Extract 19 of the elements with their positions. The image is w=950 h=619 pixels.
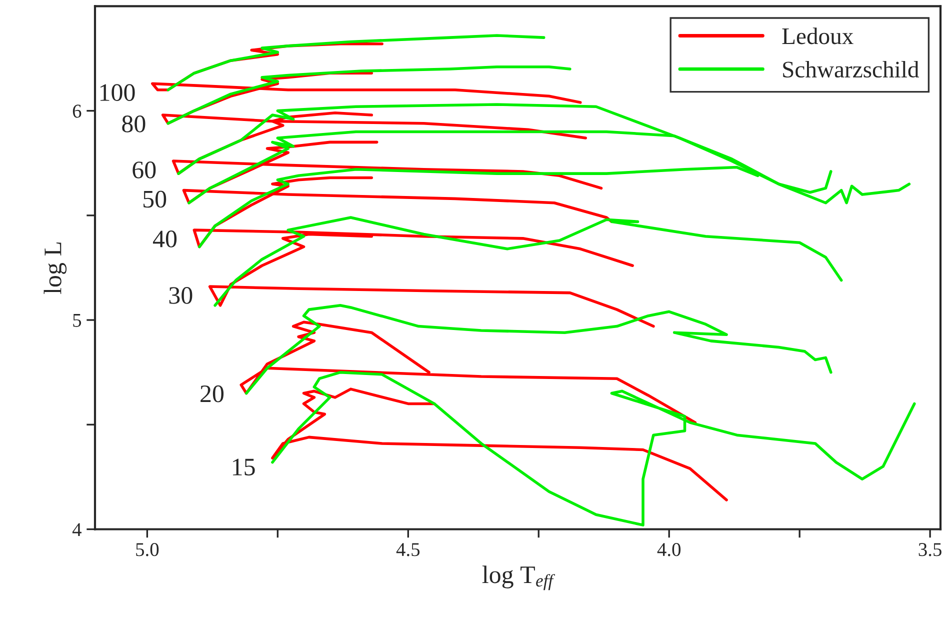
- x-axis-title: log T$_{eff}$: [482, 566, 556, 590]
- annotation: 50: [144, 190, 166, 208]
- legend-label: Schwarzschild: [783, 60, 919, 78]
- legend-label: Ledoux: [782, 28, 854, 44]
- y-tick-label: 4: [72, 523, 82, 536]
- annotation: 100: [100, 84, 135, 101]
- annotation: 80: [122, 115, 146, 132]
- annotation: 15: [232, 458, 255, 476]
- annotation: 60: [132, 162, 156, 178]
- annotation: 20: [200, 385, 224, 402]
- annotation: 40: [152, 230, 177, 248]
- x-tick-label: 5.0: [136, 543, 159, 556]
- annotation: 30: [169, 287, 192, 304]
- y-tick-label: 6: [72, 104, 82, 118]
- y-tick-label: 5: [73, 314, 82, 327]
- x-tick-label: 4.5: [396, 543, 420, 556]
- y-axis-title: log L: [44, 242, 67, 294]
- x-tick-label: 3.5: [918, 543, 942, 556]
- x-tick-label: 4.0: [657, 543, 681, 556]
